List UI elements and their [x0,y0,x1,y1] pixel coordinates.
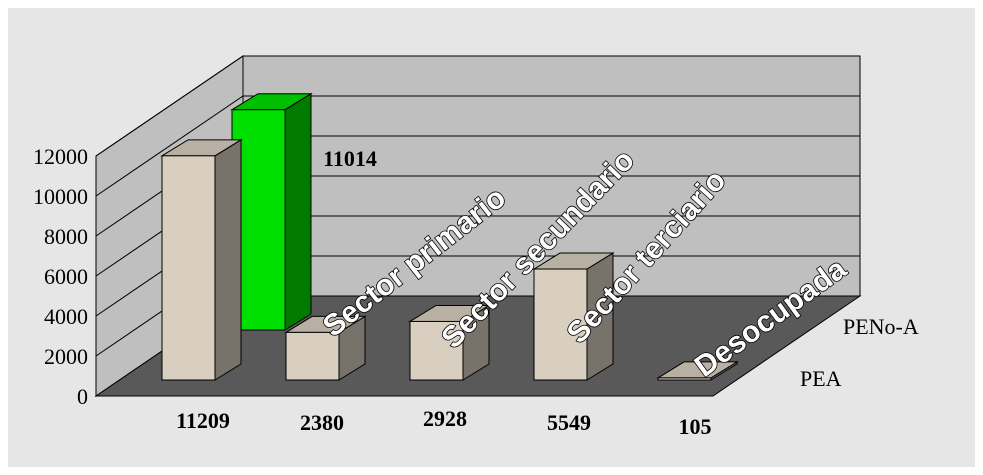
bar-front [533,268,588,381]
bar-pea [532,252,615,381]
value-label: 11209 [176,408,230,433]
y-tick-label: 2000 [44,344,88,369]
series-axis-labels: PEA PENo-A [800,314,919,391]
value-labels: 11209 2380 2928 5549 105 11014 [176,146,711,439]
y-tick-label: 0 [77,384,88,409]
gridline [95,95,860,197]
value-label-highlight: 11014 [323,146,377,171]
bar-front [285,331,340,381]
bar-pea [408,304,491,381]
bar-peno-a [230,92,313,331]
value-label: 105 [679,414,712,439]
bar-side [214,138,242,381]
y-tick-label: 12000 [33,144,88,169]
y-tick-label: 8000 [44,224,88,249]
bars [160,92,739,381]
y-tick-label: 10000 [33,184,88,209]
value-label: 2380 [300,410,344,435]
series-label-pea: PEA [800,366,842,391]
bar-pea [284,315,367,381]
bar-front [409,320,464,381]
series-label-peno-a: PENo-A [843,314,919,339]
gridline [95,55,860,157]
y-axis-ticks: 0 2000 4000 6000 8000 10000 12000 [33,144,88,409]
y-tick-label: 4000 [44,304,88,329]
bar-side [284,92,312,331]
bar-front [161,155,216,381]
bar-front [657,377,712,381]
bar-pea [160,138,243,381]
value-label: 5549 [547,410,591,435]
bar-pea [656,361,739,381]
value-label: 2928 [423,406,467,431]
y-tick-label: 6000 [44,264,88,289]
